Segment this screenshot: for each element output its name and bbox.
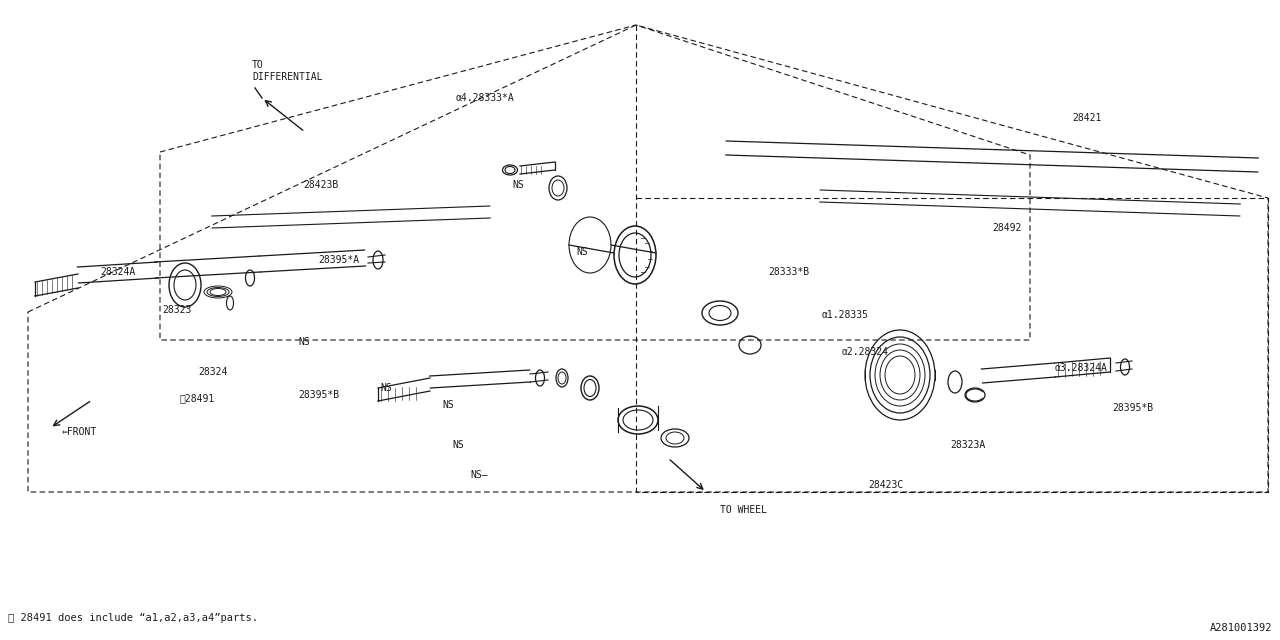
Text: α4.28333*A: α4.28333*A	[456, 93, 515, 103]
Text: α2.28324: α2.28324	[842, 347, 890, 357]
Text: 28421: 28421	[1073, 113, 1101, 123]
Text: ※ 28491 does include “a1,a2,a3,a4”parts.: ※ 28491 does include “a1,a2,a3,a4”parts.	[8, 613, 259, 623]
Text: NS: NS	[298, 337, 310, 347]
Text: A281001392: A281001392	[1210, 623, 1272, 633]
Text: α1.28335: α1.28335	[822, 310, 869, 320]
Text: 28395*B: 28395*B	[1112, 403, 1153, 413]
Text: NS―: NS―	[470, 470, 488, 480]
Text: TO WHEEL: TO WHEEL	[719, 505, 767, 515]
Text: 28323A: 28323A	[950, 440, 986, 450]
Text: NS: NS	[576, 247, 588, 257]
Text: 28324A: 28324A	[100, 267, 136, 277]
Text: 28423B: 28423B	[303, 180, 338, 190]
Text: NS: NS	[452, 440, 463, 450]
Text: 28423C: 28423C	[868, 480, 904, 490]
Text: 28323: 28323	[163, 305, 192, 315]
Text: 28395*A: 28395*A	[317, 255, 360, 265]
Text: α3.28324A: α3.28324A	[1055, 363, 1108, 373]
Text: 28333*B: 28333*B	[768, 267, 809, 277]
Text: 28395*B: 28395*B	[298, 390, 339, 400]
Text: 28492: 28492	[992, 223, 1021, 233]
Text: NS: NS	[380, 383, 392, 393]
Text: NS: NS	[512, 180, 524, 190]
Text: NS: NS	[442, 400, 453, 410]
Text: TO
DIFFERENTIAL: TO DIFFERENTIAL	[252, 60, 323, 83]
Text: 28324: 28324	[198, 367, 228, 377]
Text: ⇐FRONT: ⇐FRONT	[61, 427, 97, 437]
Text: ※28491: ※28491	[180, 393, 215, 403]
